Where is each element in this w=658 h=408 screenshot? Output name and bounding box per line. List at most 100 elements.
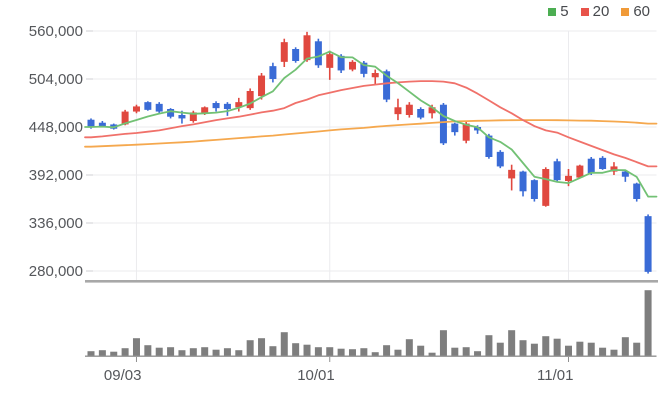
legend-item-ma60[interactable]: 60: [621, 3, 650, 20]
candle-up: [201, 107, 209, 114]
volume-bar: [155, 347, 163, 357]
candle-up: [121, 111, 129, 125]
volume-bar: [519, 340, 527, 357]
y-axis-label: 280,000: [29, 263, 83, 280]
candle-down: [178, 115, 186, 119]
volume-bar: [132, 338, 140, 357]
volume-bar: [553, 338, 561, 357]
candle-up: [610, 166, 618, 172]
volume-bar: [508, 330, 516, 357]
x-axis-label: 11/01: [537, 367, 573, 384]
volume-bar: [360, 348, 368, 357]
ma20-swatch-icon: [580, 7, 589, 16]
volume-bar: [246, 340, 254, 357]
candle-up: [462, 123, 470, 141]
candle-up: [326, 54, 334, 68]
volume-bar: [348, 349, 356, 357]
candle-down: [87, 119, 95, 127]
volume-bar: [121, 348, 129, 357]
x-axis-label: 10/01: [297, 367, 335, 384]
volume-bar: [258, 338, 266, 357]
volume-bar: [314, 347, 322, 357]
volume-bar: [428, 352, 436, 357]
candle-up: [235, 102, 243, 108]
candle-up: [132, 106, 140, 112]
volume-bar: [235, 350, 243, 357]
ma60-line: [84, 119, 658, 148]
legend-label-ma5: 5: [560, 3, 569, 20]
y-axis-label: 560,000: [29, 23, 83, 40]
candle-up: [258, 75, 266, 97]
candle-down: [439, 104, 447, 144]
volume-bar: [633, 342, 641, 357]
ma5-swatch-icon: [548, 7, 557, 16]
volume-bar: [189, 348, 197, 357]
candle-up: [371, 73, 379, 78]
volume-bar: [144, 345, 152, 357]
candle-up: [428, 107, 436, 114]
candle-down: [314, 41, 322, 66]
ma20-line: [84, 80, 658, 168]
candle-up: [576, 165, 584, 178]
volume-bar: [621, 337, 629, 357]
candle-up: [394, 107, 402, 115]
legend-item-ma5[interactable]: 5: [548, 3, 569, 20]
volume-bar: [178, 350, 186, 357]
volume-bar: [599, 347, 607, 357]
volume-bar: [280, 332, 288, 357]
candle-down: [167, 109, 175, 117]
candle-down: [155, 103, 163, 112]
y-axis-label: 392,000: [29, 167, 83, 184]
ma60-swatch-icon: [621, 7, 630, 16]
candle-down: [360, 62, 368, 74]
candle-down: [644, 216, 652, 272]
volume-bar: [212, 349, 220, 357]
volume-bar: [394, 349, 402, 357]
panel-separator: [85, 280, 658, 283]
candle-down: [587, 158, 595, 174]
volume-bar: [474, 351, 482, 357]
legend-label-ma60: 60: [633, 3, 650, 20]
candle-down: [553, 161, 561, 181]
y-axis-label: 504,000: [29, 71, 83, 88]
candle-up: [508, 169, 516, 179]
volume-bar: [201, 347, 209, 357]
candle-down: [519, 171, 527, 192]
volume-bar: [269, 346, 277, 357]
candle-down: [144, 102, 152, 110]
candle-down: [292, 49, 300, 61]
candle-up: [542, 169, 550, 206]
candle-up: [564, 175, 572, 181]
candle-down: [485, 135, 493, 157]
candle-down: [474, 127, 482, 131]
volume-bar: [405, 339, 413, 357]
candle-down: [530, 180, 538, 199]
candle-down: [383, 71, 391, 100]
candle-up: [189, 112, 197, 121]
volume-bar: [326, 347, 334, 357]
candle-up: [280, 42, 288, 62]
legend-item-ma20[interactable]: 20: [580, 3, 609, 20]
volume-bar: [451, 347, 459, 357]
candle-down: [98, 122, 106, 127]
volume-bar: [98, 350, 106, 357]
volume-bar: [564, 345, 572, 357]
candle-up: [246, 91, 254, 109]
volume-bar: [587, 342, 595, 357]
ma-legend: 5 20 60: [548, 3, 650, 20]
candle-down: [269, 66, 277, 79]
volume-bar: [303, 344, 311, 357]
candle-up: [303, 35, 311, 61]
candle-up: [348, 61, 356, 70]
volume-bar: [223, 348, 231, 357]
volume-bar: [337, 348, 345, 357]
candle-down: [633, 183, 641, 199]
volume-bar: [485, 335, 493, 357]
volume-bar: [496, 342, 504, 357]
candle-up: [405, 104, 413, 115]
volume-bar: [383, 345, 391, 357]
candle-down: [451, 123, 459, 133]
y-axis-label: 336,000: [29, 215, 83, 232]
volume-bar: [576, 341, 584, 357]
